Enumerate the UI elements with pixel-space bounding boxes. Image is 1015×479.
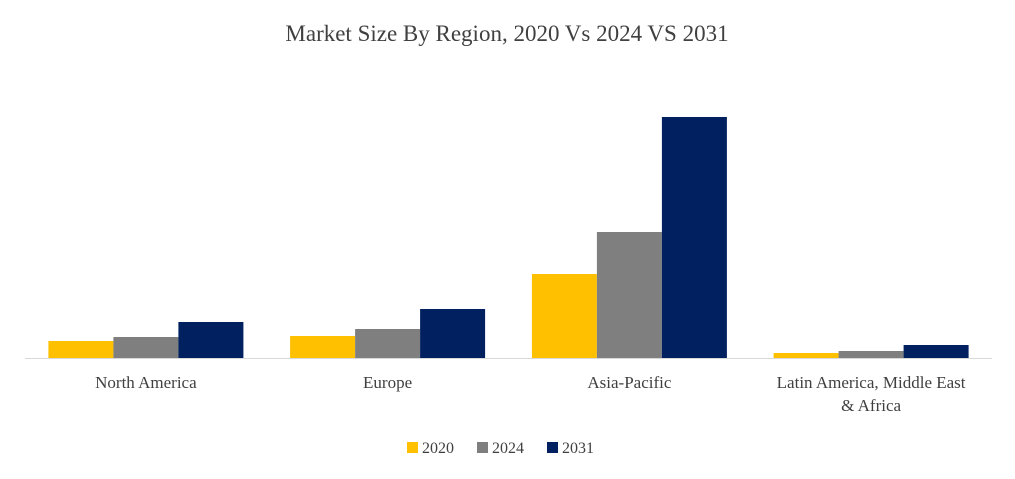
x-tick-label: Asia-Pacific [587, 373, 671, 392]
bar-2031-2 [661, 117, 727, 358]
bar-2024-0 [113, 337, 179, 358]
x-tick-label-line: North America [95, 373, 197, 392]
bar-2020-1 [290, 336, 356, 358]
x-tick-label-line: Europe [363, 373, 412, 392]
bar-2020-0 [48, 341, 114, 358]
bar-2020-2 [531, 274, 597, 358]
x-tick-label: North America [95, 373, 197, 392]
bar-2024-2 [596, 232, 662, 358]
bar-2020-3 [773, 353, 839, 358]
plot-area [48, 117, 969, 358]
bar-2024-3 [838, 351, 904, 358]
bar-2031-3 [903, 345, 969, 358]
bar-2031-1 [420, 309, 486, 358]
x-tick-label-line: Latin America, Middle East [777, 373, 966, 392]
x-tick-label-line: & Africa [841, 396, 901, 415]
legend-label-2031: 2031 [562, 440, 594, 457]
legend-label-2020: 2020 [422, 440, 454, 457]
legend-swatch-2024 [477, 442, 488, 453]
legend-swatch-2031 [547, 442, 558, 453]
x-tick-label: Latin America, Middle East & Africa [777, 373, 966, 415]
chart-title: Market Size By Region, 2020 Vs 2024 VS 2… [285, 21, 728, 46]
legend: 2020 2024 2031 [407, 440, 594, 457]
bar-2031-0 [178, 322, 244, 358]
legend-swatch-2020 [407, 442, 418, 453]
x-axis-tick-labels: North America Europe Asia-Pacific Latin Ame… [95, 373, 966, 415]
x-tick-label-line: Asia-Pacific [587, 373, 671, 392]
bar-2024-1 [355, 329, 421, 358]
x-tick-label: Europe [363, 373, 412, 392]
legend-label-2024: 2024 [492, 440, 524, 457]
